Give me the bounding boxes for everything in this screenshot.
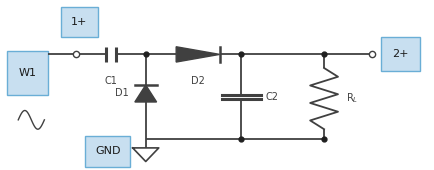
Text: R$_L$: R$_L$ (345, 92, 357, 106)
FancyBboxPatch shape (85, 136, 130, 167)
Text: C2: C2 (265, 92, 278, 102)
Text: C1: C1 (104, 76, 117, 87)
FancyBboxPatch shape (61, 7, 98, 37)
FancyBboxPatch shape (380, 37, 419, 71)
Polygon shape (176, 47, 219, 62)
Text: D1: D1 (114, 89, 128, 98)
Text: 1+: 1+ (71, 17, 87, 27)
Text: W1: W1 (18, 68, 36, 78)
Polygon shape (135, 85, 156, 102)
Text: 2+: 2+ (391, 49, 408, 59)
Text: GND: GND (95, 146, 120, 156)
Text: D2: D2 (191, 76, 204, 87)
FancyBboxPatch shape (7, 51, 48, 95)
